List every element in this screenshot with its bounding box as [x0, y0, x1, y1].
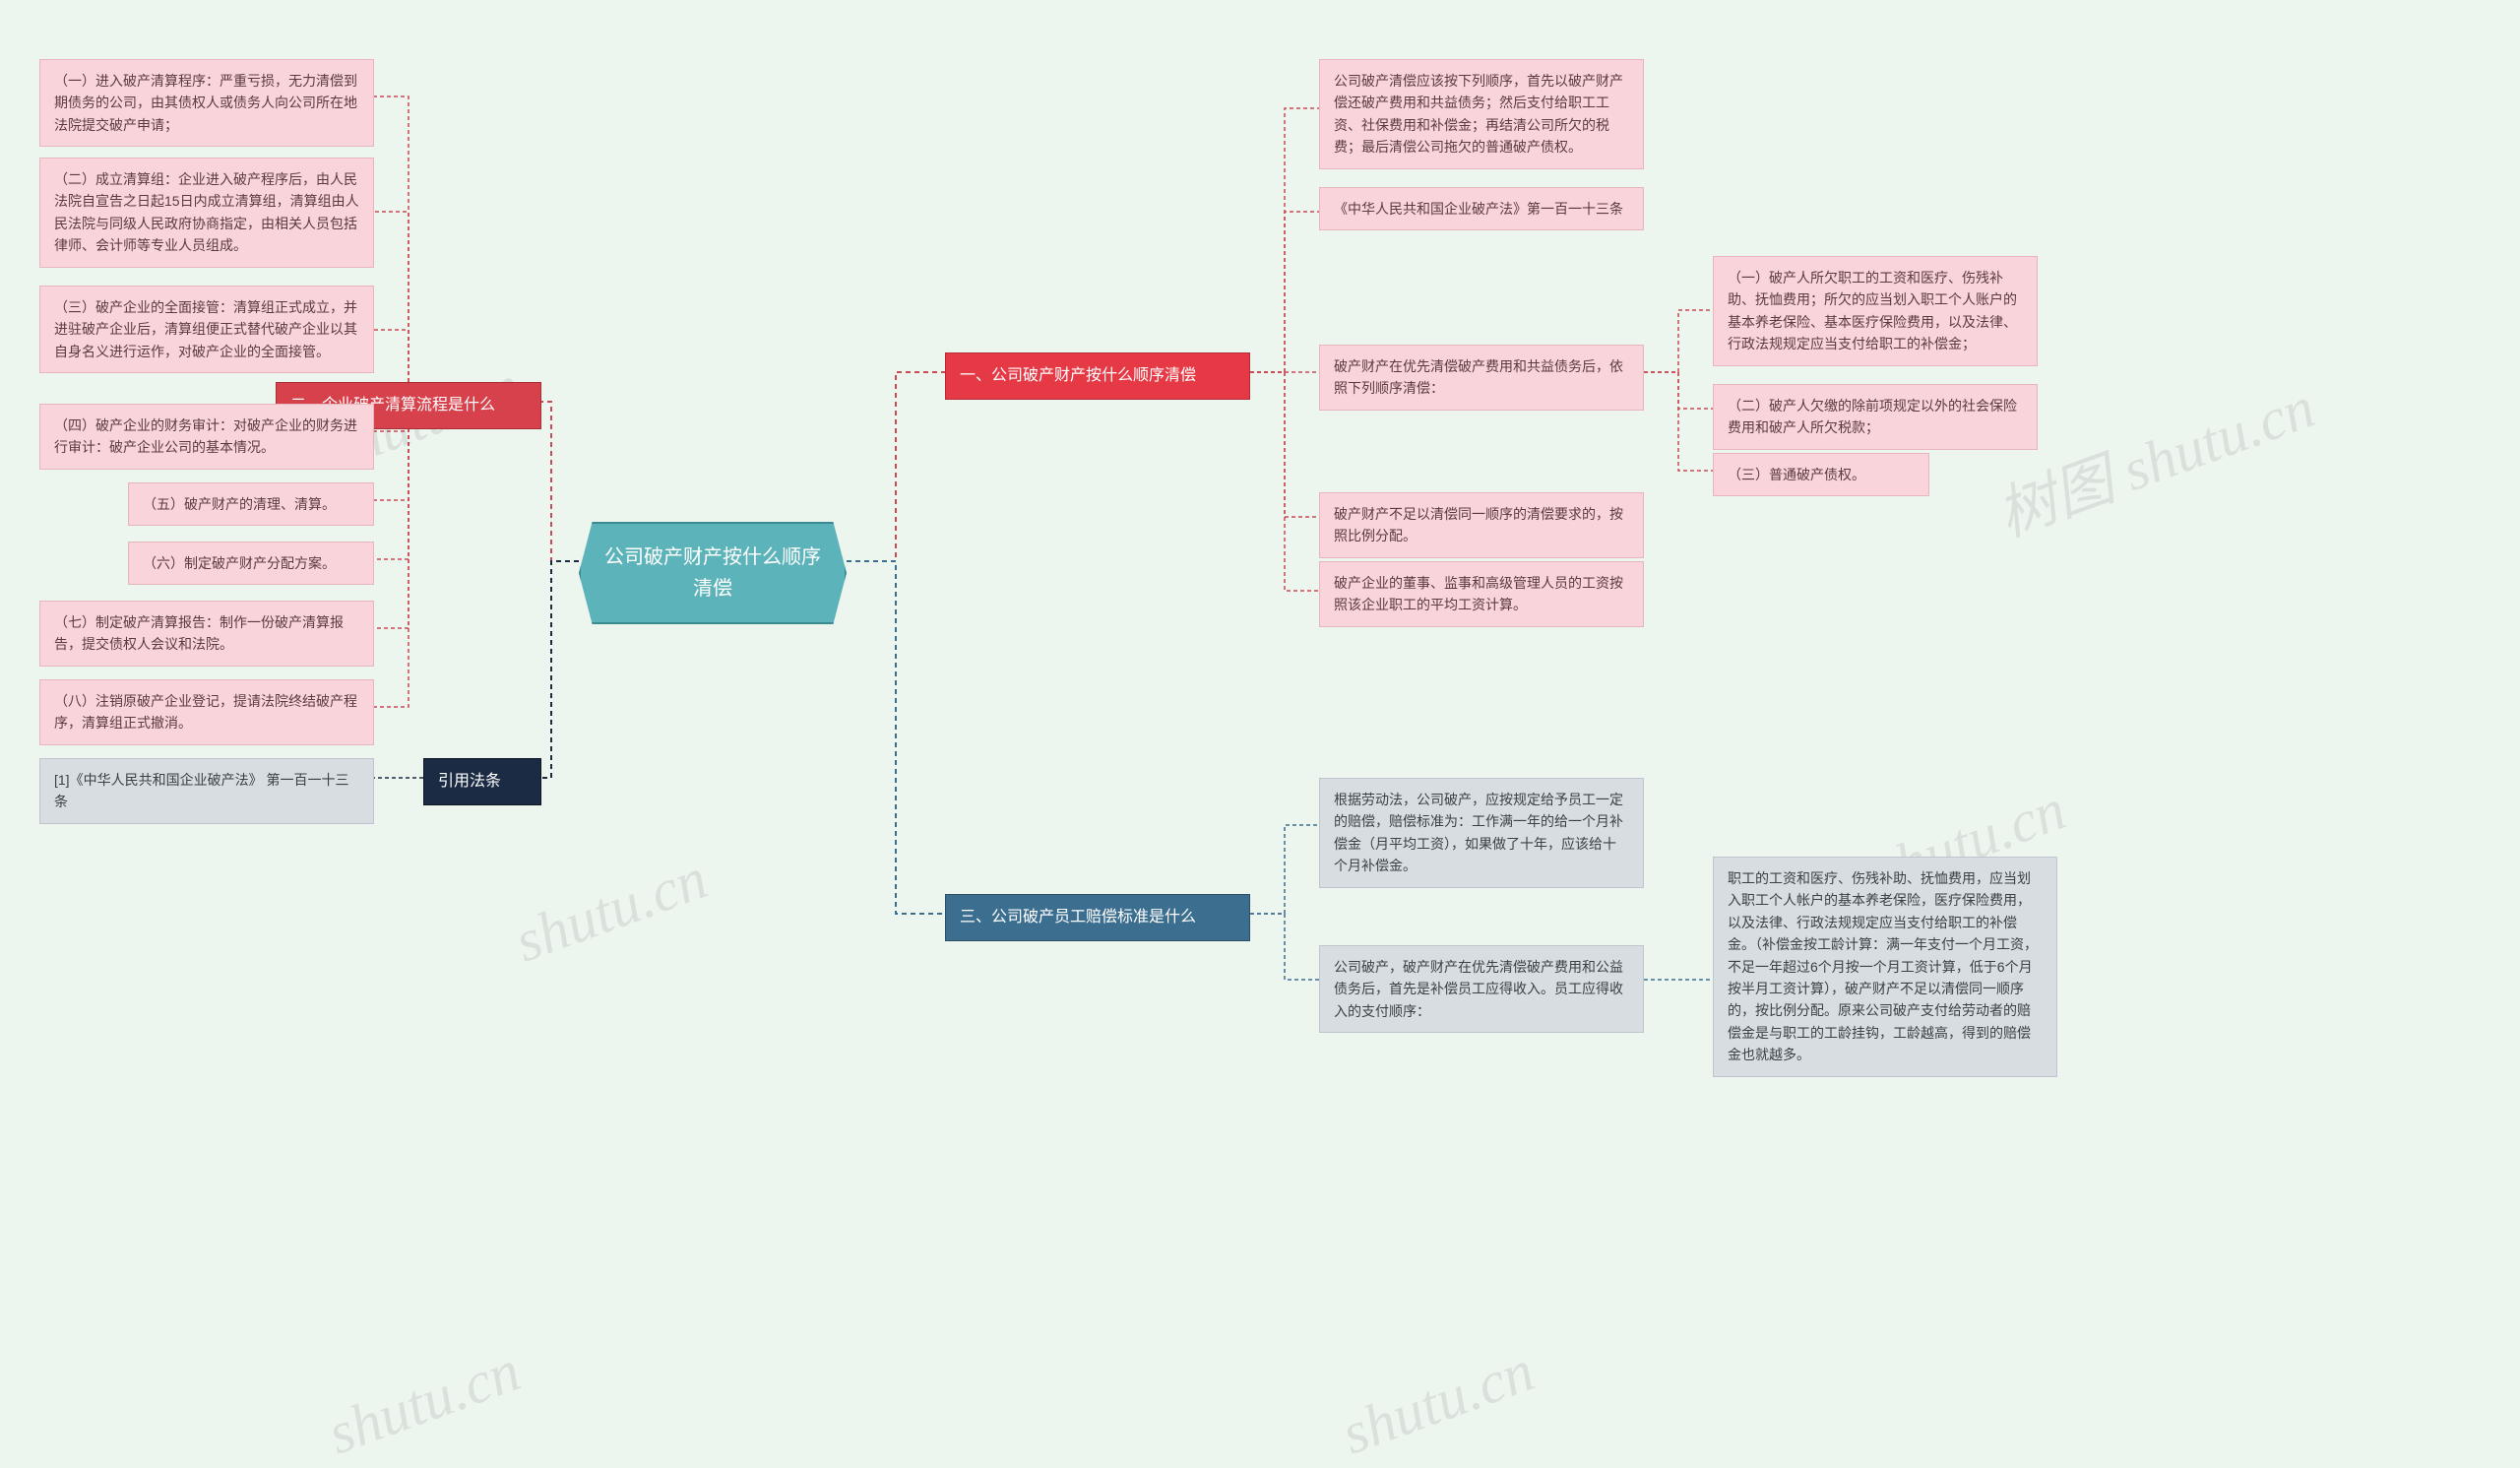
- watermark: shutu.cn: [506, 845, 716, 977]
- leaf-b1-3-1: （一）破产人所欠职工的工资和医疗、伤残补助、抚恤费用；所欠的应当划入职工个人账户…: [1713, 256, 2038, 366]
- leaf-b2-3: （三）破产企业的全面接管：清算组正式成立，并进驻破产企业后，清算组便正式替代破产…: [39, 286, 374, 373]
- leaf-b2-7: （七）制定破产清算报告：制作一份破产清算报告，提交债权人会议和法院。: [39, 601, 374, 667]
- branch-1: 一、公司破产财产按什么顺序清偿: [945, 352, 1250, 400]
- leaf-b1-3-3: （三）普通破产债权。: [1713, 453, 1929, 496]
- watermark: shutu.cn: [1333, 1337, 1543, 1468]
- leaf-b1-4: 破产财产不足以清偿同一顺序的清偿要求的，按照比例分配。: [1319, 492, 1644, 558]
- leaf-b2-4: （四）破产企业的财务审计：对破产企业的财务进行审计：破产企业公司的基本情况。: [39, 404, 374, 470]
- leaf-b2-8: （八）注销原破产企业登记，提请法院终结破产程序，清算组正式撤消。: [39, 679, 374, 745]
- leaf-b4-1: [1]《中华人民共和国企业破产法》 第一百一十三条: [39, 758, 374, 824]
- branch-3: 三、公司破产员工赔偿标准是什么: [945, 894, 1250, 941]
- branch-4: 引用法条: [423, 758, 541, 805]
- leaf-b1-3: 破产财产在优先清偿破产费用和共益债务后，依照下列顺序清偿：: [1319, 345, 1644, 411]
- leaf-b1-1: 公司破产清偿应该按下列顺序，首先以破产财产偿还破产费用和共益债务；然后支付给职工…: [1319, 59, 1644, 169]
- leaf-b2-2: （二）成立清算组：企业进入破产程序后，由人民法院自宣告之日起15日内成立清算组，…: [39, 158, 374, 268]
- connector-lines: [0, 0, 2520, 1411]
- leaf-b1-5: 破产企业的董事、监事和高级管理人员的工资按照该企业职工的平均工资计算。: [1319, 561, 1644, 627]
- leaf-b3-1: 根据劳动法，公司破产，应按规定给予员工一定的赔偿，赔偿标准为：工作满一年的给一个…: [1319, 778, 1644, 888]
- leaf-b2-6: （六）制定破产财产分配方案。: [128, 542, 374, 585]
- leaf-b3-2: 公司破产，破产财产在优先清偿破产费用和公益债务后，首先是补偿员工应得收入。员工应…: [1319, 945, 1644, 1033]
- leaf-b1-2: 《中华人民共和国企业破产法》第一百一十三条: [1319, 187, 1644, 230]
- leaf-b1-3-2: （二）破产人欠缴的除前项规定以外的社会保险费用和破产人所欠税款；: [1713, 384, 2038, 450]
- watermark: shutu.cn: [319, 1337, 529, 1468]
- leaf-b2-5: （五）破产财产的清理、清算。: [128, 482, 374, 526]
- leaf-b2-1: （一）进入破产清算程序：严重亏损，无力清偿到期债务的公司，由其债权人或债务人向公…: [39, 59, 374, 147]
- root-node: 公司破产财产按什么顺序清偿: [579, 522, 847, 624]
- leaf-b3-2-1: 职工的工资和医疗、伤残补助、抚恤费用，应当划入职工个人帐户的基本养老保险，医疗保…: [1713, 857, 2057, 1077]
